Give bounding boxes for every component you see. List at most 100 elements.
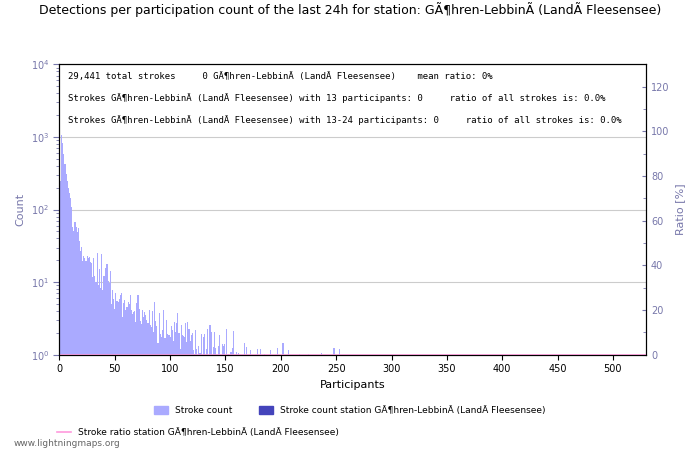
Bar	[634, 355, 636, 450]
Bar	[506, 355, 507, 450]
Bar	[499, 355, 500, 450]
Bar	[626, 355, 627, 450]
Bar	[426, 355, 428, 450]
Bar	[346, 355, 348, 450]
Bar	[642, 355, 643, 450]
Bar	[396, 355, 398, 450]
Bar	[179, 349, 181, 450]
Bar	[306, 355, 307, 450]
Bar	[436, 355, 438, 450]
Bar	[140, 321, 141, 450]
Bar	[247, 355, 248, 450]
Bar	[524, 355, 525, 450]
Bar	[323, 355, 325, 450]
Bar	[516, 355, 517, 450]
Bar	[480, 355, 481, 450]
Bar	[618, 355, 619, 450]
Bar	[473, 355, 474, 450]
Bar	[237, 355, 238, 450]
Bar	[251, 355, 253, 450]
Bar	[307, 355, 308, 450]
Bar	[162, 330, 163, 450]
Bar	[287, 355, 288, 450]
Bar	[394, 355, 395, 450]
Bar	[89, 256, 90, 450]
Bar	[370, 355, 371, 450]
Bar	[615, 355, 617, 450]
Bar	[330, 355, 331, 450]
Bar	[443, 355, 444, 450]
Bar	[379, 355, 380, 450]
Bar	[205, 355, 206, 450]
Bar	[203, 338, 204, 450]
Bar	[243, 355, 244, 450]
Bar	[389, 355, 390, 450]
Bar	[240, 355, 241, 450]
Text: 29,441 total strokes     0 GÃ¶hren-LebbinÃ (LandÃ Fleesensee)    mean ratio: 0%: 29,441 total strokes 0 GÃ¶hren-LebbinÃ (…	[69, 72, 493, 81]
Bar	[268, 355, 270, 450]
Bar	[495, 355, 496, 450]
Bar	[88, 258, 89, 450]
Bar	[419, 355, 420, 450]
Bar	[613, 355, 615, 450]
Bar	[155, 321, 156, 450]
Bar	[577, 355, 578, 450]
Bar	[68, 188, 69, 450]
Bar	[457, 355, 458, 450]
Bar	[412, 355, 413, 450]
Bar	[300, 355, 301, 450]
Bar	[328, 355, 329, 450]
Bar	[219, 335, 220, 450]
Text: www.lightningmaps.org: www.lightningmaps.org	[14, 439, 120, 448]
Bar	[258, 355, 259, 450]
Bar	[172, 330, 173, 450]
Bar	[312, 355, 314, 450]
Bar	[186, 342, 188, 450]
Bar	[308, 354, 309, 450]
Bar	[485, 355, 486, 450]
Bar	[161, 337, 162, 450]
Bar	[362, 355, 363, 450]
Bar	[558, 355, 559, 450]
Bar	[135, 322, 136, 450]
Bar	[177, 313, 178, 450]
Bar	[142, 310, 143, 450]
Bar	[280, 355, 281, 450]
Bar	[66, 180, 68, 450]
Bar	[92, 278, 93, 450]
Bar	[628, 355, 629, 450]
Y-axis label: Ratio [%]: Ratio [%]	[675, 184, 685, 235]
Bar	[645, 355, 647, 450]
Bar	[257, 350, 258, 450]
Bar	[569, 355, 570, 450]
Bar	[481, 355, 482, 450]
Bar	[456, 355, 457, 450]
Bar	[375, 355, 377, 450]
Bar	[393, 355, 394, 450]
Bar	[504, 355, 505, 450]
Bar	[184, 337, 185, 450]
Bar	[110, 271, 111, 450]
Bar	[404, 355, 405, 450]
Bar	[526, 355, 527, 450]
Bar	[639, 355, 640, 450]
Text: Strokes GÃ¶hren-LebbinÃ (LandÃ Fleesensee) with 13 participants: 0     ratio of : Strokes GÃ¶hren-LebbinÃ (LandÃ Fleesense…	[69, 94, 606, 104]
Bar	[592, 355, 594, 450]
Bar	[611, 355, 612, 450]
Bar	[564, 355, 565, 450]
Bar	[489, 355, 491, 450]
Bar	[566, 355, 567, 450]
Bar	[285, 355, 286, 450]
Bar	[143, 317, 144, 450]
Bar	[133, 312, 134, 450]
Bar	[106, 264, 108, 450]
Bar	[85, 261, 87, 450]
Bar	[465, 355, 466, 450]
Bar	[320, 355, 321, 450]
Bar	[565, 355, 566, 450]
Bar	[134, 311, 135, 450]
Bar	[249, 355, 251, 450]
Bar	[606, 355, 607, 450]
Bar	[218, 346, 219, 450]
Bar	[603, 355, 605, 450]
